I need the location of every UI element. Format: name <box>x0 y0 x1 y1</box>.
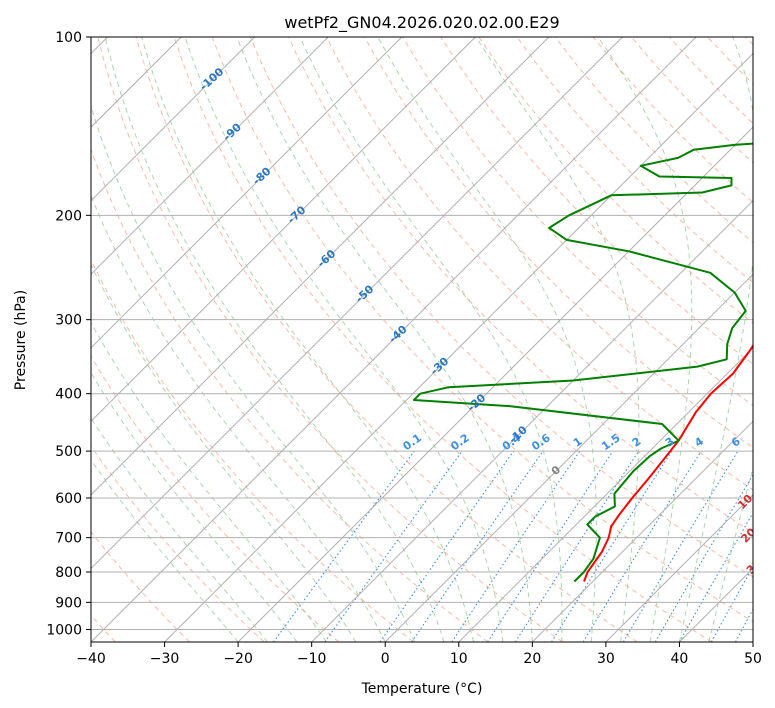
mixing-ratio-line <box>411 450 544 642</box>
pressure-gridlines <box>91 37 753 630</box>
isotherm <box>91 37 623 570</box>
x-tick-label: 10 <box>450 651 468 667</box>
y-tick-label: 900 <box>55 595 82 611</box>
chart-title: wetPf2_GN04.2026.020.02.00.E29 <box>284 13 559 33</box>
y-tick-label: 700 <box>55 531 82 547</box>
mixing-ratio-line <box>379 450 515 642</box>
isotherm <box>91 37 403 349</box>
x-axis-label: Temperature (°C) <box>361 681 483 697</box>
isotherm <box>91 37 329 275</box>
plot-frame <box>90 36 754 643</box>
mixing-ratio-lines <box>273 450 753 642</box>
mixing-ratio-line <box>324 450 463 642</box>
isotherm <box>91 37 697 642</box>
dry-adiabat <box>211 37 753 623</box>
dry-adiabat <box>97 37 563 642</box>
moist-adiabat <box>91 104 416 642</box>
y-tick-label: 200 <box>55 208 82 224</box>
dewpoint-profile-line <box>412 142 753 583</box>
x-tick-label: −30 <box>150 651 180 667</box>
x-tick-label: 20 <box>523 651 541 667</box>
isotherm <box>458 347 753 642</box>
isotherm <box>237 126 753 642</box>
moist-adiabat <box>597 37 693 642</box>
isotherm <box>605 494 753 642</box>
temperature-profile-line <box>583 343 753 582</box>
x-tick-label: 40 <box>671 651 689 667</box>
mixing-ratio-line <box>451 450 581 642</box>
x-tick-label: 0 <box>381 651 390 667</box>
moist-adiabat <box>91 417 268 642</box>
y-axis-ticks: 100 200 300 400 500 600 700 800 900 1000 <box>46 30 91 638</box>
isotherm <box>91 37 550 496</box>
moist-adiabats <box>91 37 753 642</box>
moist-adiabat <box>91 371 298 642</box>
isotherm <box>91 37 476 423</box>
y-tick-label: 400 <box>55 387 82 403</box>
y-axis-label: Pressure (hPa) <box>13 290 29 390</box>
dry-adiabat-label: 30 <box>744 557 764 577</box>
dry-adiabat <box>440 37 753 365</box>
moist-adiabat <box>475 37 640 642</box>
moist-adiabat <box>91 194 386 642</box>
isotherm <box>164 52 753 642</box>
moist-adiabat <box>91 321 327 642</box>
dry-adiabat <box>402 37 753 407</box>
sounding-profiles <box>412 142 753 583</box>
isotherm <box>531 420 753 642</box>
dry-adiabat <box>91 148 489 642</box>
x-tick-label: −20 <box>223 651 253 667</box>
x-tick-label: −40 <box>76 651 106 667</box>
isotherm <box>91 37 256 202</box>
y-tick-label: 800 <box>55 565 82 581</box>
dry-adiabat <box>91 531 191 642</box>
mixing-ratio-line <box>551 450 673 642</box>
y-tick-label: 500 <box>55 444 82 460</box>
dry-adiabat <box>135 37 638 642</box>
y-tick-label: 1000 <box>46 622 82 638</box>
dry-adiabat <box>91 445 265 642</box>
dry-adiabat <box>91 355 340 642</box>
mixing-ratio-line <box>487 450 614 642</box>
moist-adiabat <box>141 37 474 642</box>
x-tick-label: 30 <box>597 651 615 667</box>
moist-adiabat <box>104 37 445 642</box>
moist-adiabat <box>91 263 357 642</box>
dry-adiabat <box>516 37 753 284</box>
x-tick-label: 50 <box>744 651 762 667</box>
x-tick-label: −10 <box>297 651 327 667</box>
y-tick-label: 300 <box>55 313 82 329</box>
moist-adiabat <box>377 37 597 642</box>
plot-area: 0.10.20.40.611.52346810131620253036-100-… <box>91 37 764 642</box>
isotherm <box>384 273 753 642</box>
moist-adiabat <box>91 459 239 642</box>
mixing-ratio-line <box>514 450 640 642</box>
y-tick-label: 600 <box>55 491 82 507</box>
moist-adiabat <box>184 37 504 642</box>
x-axis-ticks: −40 −30 −20 −10 0 10 20 30 40 50 <box>76 642 762 667</box>
isotherm <box>311 199 753 642</box>
y-tick-label: 100 <box>55 30 82 46</box>
mixing-ratio-line <box>582 450 702 642</box>
mixing-ratio-line <box>273 450 415 642</box>
dry-adiabat <box>249 37 753 578</box>
isotherms <box>91 37 753 642</box>
moist-adiabat <box>299 37 563 642</box>
